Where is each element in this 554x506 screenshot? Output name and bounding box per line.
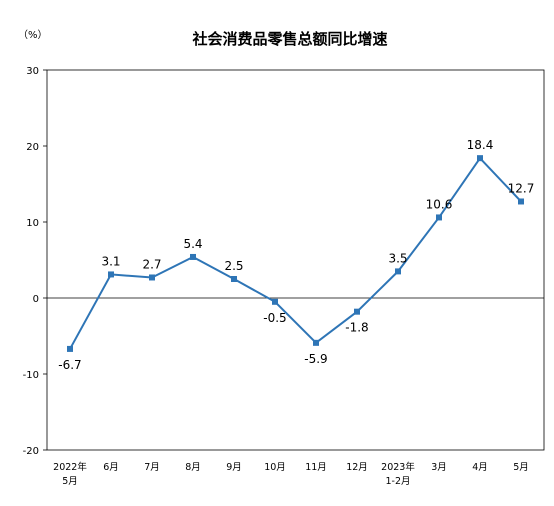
y-tick-label: -10 (23, 370, 39, 381)
x-tick-label: 2022年 (53, 461, 87, 473)
y-tick-label: 0 (33, 294, 39, 305)
y-tick-label: 20 (26, 142, 39, 153)
data-point (272, 298, 278, 305)
x-tick-label: 3月 (431, 462, 447, 473)
data-label: 12.7 (508, 181, 535, 195)
data-point (190, 253, 196, 260)
x-tick-label: 8月 (185, 462, 201, 473)
y-tick-label: 30 (26, 66, 39, 77)
data-point (313, 339, 319, 346)
data-point (436, 214, 442, 221)
data-label: 10.6 (426, 197, 453, 211)
x-tick-label: 1-2月 (385, 476, 410, 487)
data-point (67, 345, 73, 352)
x-tick-label: 6月 (103, 462, 119, 473)
data-point (231, 276, 237, 282)
x-axis: 2022年 5月 6月 7月 8月 9月 10月 11月 12月 2023年 1-2月 3月 4月 5月 (53, 461, 529, 487)
x-tick-label: 5月 (62, 476, 78, 487)
y-tick-label: 10 (26, 218, 39, 229)
data-label: -6.7 (58, 358, 81, 372)
data-point (518, 198, 524, 205)
x-tick-label: 9月 (226, 462, 242, 473)
x-tick-label: 11月 (305, 462, 327, 473)
chart-title: 社会消费品零售总额同比增速 (191, 30, 387, 48)
plot-area (46, 69, 545, 451)
data-point (395, 268, 401, 275)
data-label: -5.9 (304, 352, 327, 366)
data-label: 3.5 (388, 251, 407, 265)
data-point (354, 308, 360, 315)
x-tick-label: 10月 (264, 462, 286, 473)
data-label: -0.5 (263, 311, 286, 325)
x-tick-label: 7月 (144, 462, 160, 473)
y-unit-label: （%） (18, 29, 48, 41)
data-label: 5.4 (183, 237, 202, 251)
y-tick-label: -20 (23, 446, 39, 457)
data-label: 18.4 (467, 138, 494, 152)
data-point (149, 274, 155, 281)
x-tick-label: 12月 (346, 462, 368, 473)
data-label: 2.5 (224, 259, 243, 273)
data-label: 3.1 (101, 254, 120, 268)
data-label: 2.7 (142, 257, 161, 271)
series-markers (67, 155, 524, 352)
data-point (108, 271, 114, 278)
x-tick-label: 2023年 (381, 461, 415, 473)
x-tick-label: 5月 (513, 462, 529, 473)
data-label: -1.8 (345, 321, 368, 335)
data-point (477, 155, 483, 162)
x-tick-label: 4月 (472, 462, 488, 473)
series-line (69, 156, 522, 350)
data-labels: -6.7 3.1 2.7 5.4 2.5 -0.5 -5.9 -1.8 3.5 10.6 18.4 1… (58, 138, 534, 372)
y-axis: 30 20 10 0 -10 -20 (23, 66, 47, 457)
